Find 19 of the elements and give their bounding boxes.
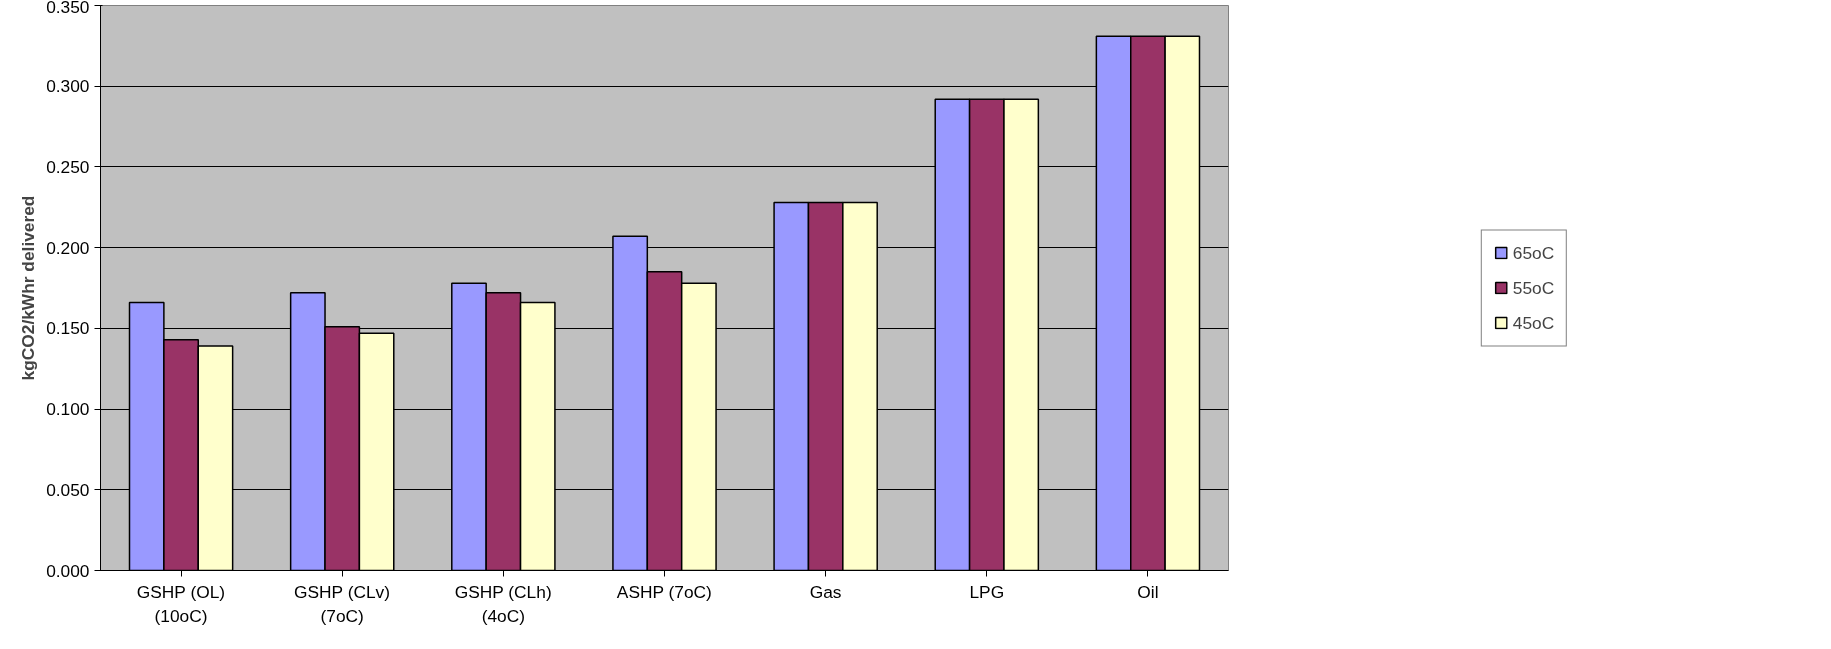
- y-tick-label: 0.300: [46, 76, 90, 97]
- x-tick-label: Oil: [1137, 581, 1159, 602]
- x-tick-label: GSHP (CLv) (7oC): [294, 581, 391, 626]
- legend-label: 55oC: [1512, 277, 1555, 298]
- legend-label: 45oC: [1512, 312, 1555, 333]
- x-tick-label: Gas: [809, 581, 842, 602]
- y-tick-label: 0.200: [46, 237, 90, 258]
- x-tick-label: GSHP (OL) (10oC): [136, 581, 226, 626]
- y-tick-label: 0.050: [46, 479, 90, 500]
- y-tick-label: 0.350: [46, 0, 90, 17]
- x-tick-label: LPG: [969, 581, 1005, 602]
- y-tick-label: 0.250: [46, 156, 90, 177]
- y-axis-title: kgCO2/kWhr delivered: [18, 195, 39, 381]
- x-tick-label: ASHP (7oC): [616, 581, 712, 602]
- x-tick-label: GSHP (CLh) (4oC): [454, 581, 552, 626]
- y-tick-label: 0.150: [46, 318, 90, 339]
- legend-label: 65oC: [1512, 242, 1555, 263]
- y-tick-label: 0.100: [46, 399, 90, 420]
- y-tick-label: 0.000: [46, 560, 90, 581]
